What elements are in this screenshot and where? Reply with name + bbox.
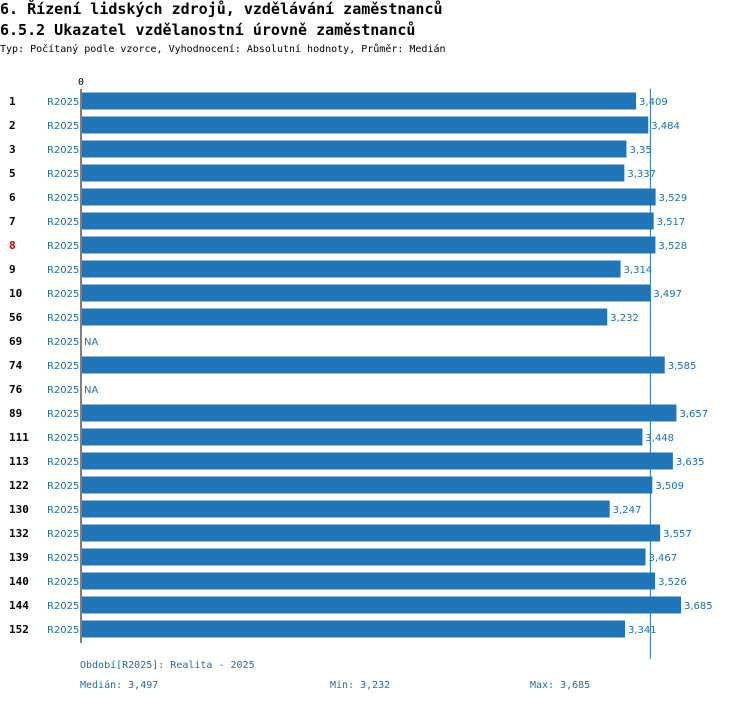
bar	[82, 500, 610, 518]
row-period-label: R2025	[47, 625, 79, 636]
row-period-label: R2025	[47, 289, 79, 300]
row-id-label: 69	[9, 335, 22, 348]
row-period-label: R2025	[47, 121, 79, 132]
min-summary: Min: 3,232	[330, 680, 391, 691]
bar	[82, 596, 681, 614]
bar-value-label: 3,685	[684, 601, 713, 612]
bar	[82, 356, 665, 374]
bar-value-label: 3,528	[658, 241, 687, 252]
row-id-label: 9	[9, 263, 16, 276]
row-id-label: 144	[9, 599, 29, 612]
row-period-label: R2025	[47, 97, 79, 108]
bar	[82, 452, 673, 470]
bar	[82, 260, 621, 278]
bar-value-label: 3,467	[649, 553, 678, 564]
row-period-label: R2025	[47, 433, 79, 444]
row-id-label: 152	[9, 623, 29, 636]
bar	[82, 236, 656, 254]
bar-value-label: 3,526	[658, 577, 687, 588]
row-period-label: R2025	[47, 481, 79, 492]
row-id-label: 140	[9, 575, 29, 588]
max-summary: Max: 3,685	[530, 680, 591, 691]
row-period-label: R2025	[47, 313, 79, 324]
bar	[82, 524, 661, 542]
bar-value-label: 3,337	[627, 169, 656, 180]
bar-value-label: 3,448	[645, 433, 674, 444]
bar-value-label: 3,484	[651, 121, 680, 132]
row-id-label: 111	[9, 431, 29, 444]
row-period-label: R2025	[47, 361, 79, 372]
row-id-label: 5	[9, 167, 16, 180]
row-id-label: 132	[9, 527, 29, 540]
row-id-label: 8	[9, 239, 16, 252]
bar	[82, 572, 656, 590]
bar-value-label: 3,635	[676, 457, 705, 468]
row-id-label: 89	[9, 407, 22, 420]
row-id-label: 10	[9, 287, 22, 300]
row-id-label: 2	[9, 119, 16, 132]
bar	[82, 116, 649, 134]
bar	[82, 188, 656, 206]
row-period-label: R2025	[47, 457, 79, 468]
row-period-label: R2025	[47, 145, 79, 156]
row-period-label: R2025	[47, 337, 79, 348]
row-id-label: 74	[9, 359, 23, 372]
bar-value-label: 3,497	[653, 289, 682, 300]
row-period-label: R2025	[47, 409, 79, 420]
row-period-label: R2025	[47, 505, 79, 516]
bar	[82, 92, 637, 110]
row-id-label: 122	[9, 479, 29, 492]
row-id-label: 139	[9, 551, 29, 564]
row-id-label: 6	[9, 191, 16, 204]
bar-value-label: 3,409	[639, 97, 668, 108]
row-period-label: R2025	[47, 169, 79, 180]
row-id-label: 3	[9, 143, 16, 156]
bar-value-label: 3,585	[668, 361, 697, 372]
bar	[82, 284, 651, 302]
bar-value-label: 3,247	[613, 505, 642, 516]
row-period-label: R2025	[47, 601, 79, 612]
bar-value-label: 3,314	[624, 265, 653, 276]
bar	[82, 404, 677, 422]
indicator-title: 6.5.2 Ukazatel vzdělanostní úrovně zaměs…	[0, 21, 416, 39]
row-period-label: R2025	[47, 265, 79, 276]
row-id-label: 1	[9, 95, 16, 108]
bar-value-label: 3,35	[629, 145, 651, 156]
bar-value-label: 3,529	[659, 193, 688, 204]
row-id-label: 7	[9, 215, 16, 228]
bar-value-label: 3,557	[663, 529, 692, 540]
bar-value-label: NA	[84, 385, 98, 396]
indicator-description: Typ: Počítaný podle vzorce, Vyhodnocení:…	[0, 44, 446, 55]
bar-value-label: NA	[84, 337, 98, 348]
bar	[82, 308, 608, 326]
bar	[82, 212, 654, 230]
row-period-label: R2025	[47, 193, 79, 204]
median-summary: Medián: 3,497	[80, 680, 159, 691]
period-note: Období[R2025]: Realita - 2025	[80, 660, 255, 671]
bar-value-label: 3,657	[679, 409, 708, 420]
axis-zero-label: 0	[78, 77, 84, 88]
bar-value-label: 3,341	[628, 625, 657, 636]
row-id-label: 56	[9, 311, 23, 324]
page-title: 6. Řízení lidských zdrojů, vzdělávání za…	[0, 0, 443, 18]
bar-value-label: 3,232	[610, 313, 639, 324]
bar	[82, 620, 625, 638]
row-period-label: R2025	[47, 241, 79, 252]
bar	[82, 476, 653, 494]
bar	[82, 164, 625, 182]
row-period-label: R2025	[47, 217, 79, 228]
row-id-label: 76	[9, 383, 23, 396]
bar	[82, 428, 643, 446]
row-period-label: R2025	[47, 385, 79, 396]
row-id-label: 130	[9, 503, 29, 516]
bar	[82, 548, 646, 566]
bar-value-label: 3,517	[657, 217, 686, 228]
row-period-label: R2025	[47, 577, 79, 588]
row-period-label: R2025	[47, 529, 79, 540]
row-period-label: R2025	[47, 553, 79, 564]
bar-value-label: 3,509	[655, 481, 684, 492]
row-id-label: 113	[9, 455, 29, 468]
bar	[82, 140, 627, 158]
